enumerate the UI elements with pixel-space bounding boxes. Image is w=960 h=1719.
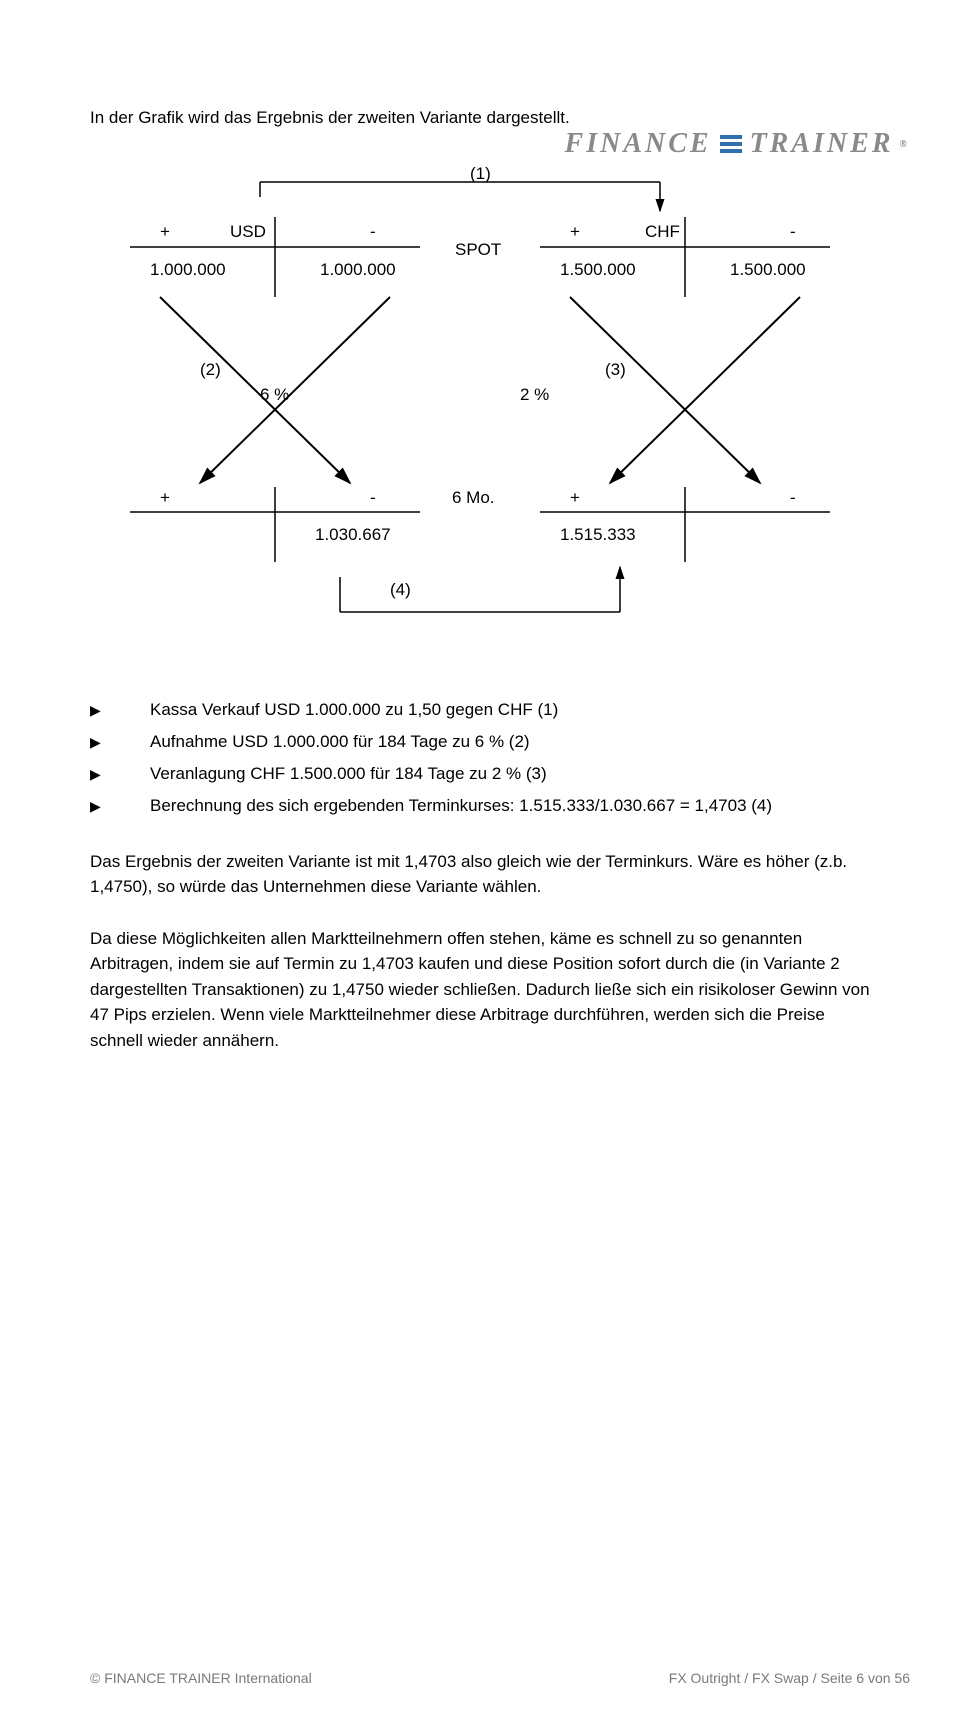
ref-1: (1) xyxy=(470,161,491,187)
bullet-arrow-icon: ▶ xyxy=(90,793,150,819)
bullet-row: ▶ Berechnung des sich ergebenden Termink… xyxy=(90,793,870,819)
page-footer: © FINANCE TRAINER International FX Outri… xyxy=(90,1668,910,1689)
rate-chf: 2 % xyxy=(520,382,549,408)
usd-minus-val: 1.000.000 xyxy=(320,257,396,283)
plus-chf: + xyxy=(570,219,580,245)
minus-chf: - xyxy=(790,219,796,245)
plus-4: + xyxy=(570,485,580,511)
footer-left: © FINANCE TRAINER International xyxy=(90,1668,312,1689)
bullet-text-1: Kassa Verkauf USD 1.000.000 zu 1,50 gege… xyxy=(150,697,870,723)
ref-4: (4) xyxy=(390,577,411,603)
diagram-svg xyxy=(90,157,870,657)
minus-usd: - xyxy=(370,219,376,245)
usd-6mo-val: 1.030.667 xyxy=(315,522,391,548)
bullet-arrow-icon: ▶ xyxy=(90,697,150,723)
minus-3: - xyxy=(370,485,376,511)
bullet-text-3: Veranlagung CHF 1.500.000 für 184 Tage z… xyxy=(150,761,870,787)
bullet-row: ▶ Veranlagung CHF 1.500.000 für 184 Tage… xyxy=(90,761,870,787)
bullet-row: ▶ Kassa Verkauf USD 1.000.000 zu 1,50 ge… xyxy=(90,697,870,723)
paragraph-2: Da diese Möglichkeiten allen Marktteilne… xyxy=(90,926,870,1054)
bullet-arrow-icon: ▶ xyxy=(90,729,150,755)
usd-plus-val: 1.000.000 xyxy=(150,257,226,283)
chf-6mo-val: 1.515.333 xyxy=(560,522,636,548)
chf-plus-val: 1.500.000 xyxy=(560,257,636,283)
logo-bars-icon xyxy=(720,135,742,153)
fx-diagram: (1) + USD - + CHF - SPOT 1.000.000 1.000… xyxy=(90,157,870,657)
bullet-arrow-icon: ▶ xyxy=(90,761,150,787)
footer-right: FX Outright / FX Swap / Seite 6 von 56 xyxy=(669,1668,910,1689)
chf-label: CHF xyxy=(645,219,680,245)
minus-4: - xyxy=(790,485,796,511)
plus-usd: + xyxy=(160,219,170,245)
logo-registered: ® xyxy=(900,137,910,152)
spot-label: SPOT xyxy=(455,237,501,263)
bullet-row: ▶ Aufnahme USD 1.000.000 für 184 Tage zu… xyxy=(90,729,870,755)
ref-3: (3) xyxy=(605,357,626,383)
rate-usd: 6 % xyxy=(260,382,289,408)
paragraph-1: Das Ergebnis der zweiten Variante ist mi… xyxy=(90,849,870,900)
six-mo: 6 Mo. xyxy=(452,485,495,511)
bullet-text-4: Berechnung des sich ergebenden Terminkur… xyxy=(150,793,870,819)
bullet-list: ▶ Kassa Verkauf USD 1.000.000 zu 1,50 ge… xyxy=(90,697,870,819)
chf-minus-val: 1.500.000 xyxy=(730,257,806,283)
ref-2: (2) xyxy=(200,357,221,383)
bullet-text-2: Aufnahme USD 1.000.000 für 184 Tage zu 6… xyxy=(150,729,870,755)
usd-label: USD xyxy=(230,219,266,245)
plus-3: + xyxy=(160,485,170,511)
